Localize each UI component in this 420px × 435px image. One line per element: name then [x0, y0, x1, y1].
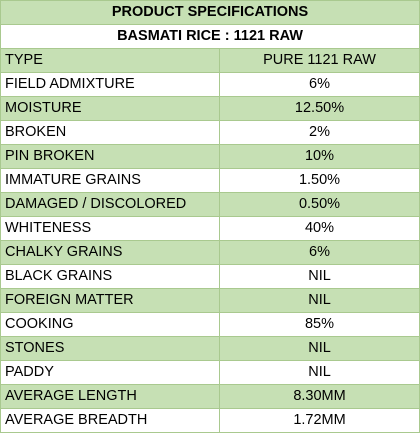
spec-parameter: PADDY [0, 360, 220, 385]
spec-row: IMMATURE GRAINS 1.50% [0, 168, 420, 193]
table-title: PRODUCT SPECIFICATIONS [0, 0, 420, 25]
spec-row: FOREIGN MATTER NIL [0, 288, 420, 313]
spec-parameter: DAMAGED / DISCOLORED [0, 192, 220, 217]
spec-parameter: WHITENESS [0, 216, 220, 241]
spec-value: 85% [218, 312, 420, 337]
spec-value: 12.50% [218, 96, 420, 121]
spec-parameter: PIN BROKEN [0, 144, 220, 169]
spec-value: 40% [218, 216, 420, 241]
spec-parameter: STONES [0, 336, 220, 361]
spec-parameter: TYPE [0, 48, 220, 73]
spec-row: AVERAGE BREADTH 1.72MM [0, 408, 420, 433]
spec-parameter: FIELD ADMIXTURE [0, 72, 220, 97]
spec-value: NIL [218, 336, 420, 361]
spec-row: BLACK GRAINS NIL [0, 264, 420, 289]
spec-value: 6% [218, 72, 420, 97]
spec-value: 2% [218, 120, 420, 145]
spec-row: CHALKY GRAINS 6% [0, 240, 420, 265]
spec-row: PIN BROKEN 10% [0, 144, 420, 169]
spec-row: STONES NIL [0, 336, 420, 361]
spec-row: AVERAGE LENGTH 8.30MM [0, 384, 420, 409]
spec-value: 1.72MM [218, 408, 420, 433]
spec-value: 10% [218, 144, 420, 169]
spec-parameter: MOISTURE [0, 96, 220, 121]
spec-parameter: COOKING [0, 312, 220, 337]
spec-row: WHITENESS 40% [0, 216, 420, 241]
spec-row: COOKING 85% [0, 312, 420, 337]
spec-value: NIL [218, 264, 420, 289]
spec-parameter: AVERAGE BREADTH [0, 408, 220, 433]
spec-parameter: AVERAGE LENGTH [0, 384, 220, 409]
spec-row: BROKEN 2% [0, 120, 420, 145]
spec-row: DAMAGED / DISCOLORED 0.50% [0, 192, 420, 217]
subtitle-row: BASMATI RICE : 1121 RAW [0, 24, 420, 49]
spec-value: NIL [218, 288, 420, 313]
spec-parameter: BLACK GRAINS [0, 264, 220, 289]
spec-row: TYPE PURE 1121 RAW [0, 48, 420, 73]
spec-value: 1.50% [218, 168, 420, 193]
spec-parameter: FOREIGN MATTER [0, 288, 220, 313]
title-row: PRODUCT SPECIFICATIONS [0, 0, 420, 25]
spec-value: PURE 1121 RAW [218, 48, 420, 73]
table-subtitle: BASMATI RICE : 1121 RAW [0, 24, 420, 49]
spec-value: 8.30MM [218, 384, 420, 409]
spec-row: PADDY NIL [0, 360, 420, 385]
spec-row: FIELD ADMIXTURE 6% [0, 72, 420, 97]
spec-parameter: IMMATURE GRAINS [0, 168, 220, 193]
spec-parameter: BROKEN [0, 120, 220, 145]
spec-parameter: CHALKY GRAINS [0, 240, 220, 265]
spec-row: MOISTURE 12.50% [0, 96, 420, 121]
spec-value: 0.50% [218, 192, 420, 217]
spec-value: NIL [218, 360, 420, 385]
spec-value: 6% [218, 240, 420, 265]
